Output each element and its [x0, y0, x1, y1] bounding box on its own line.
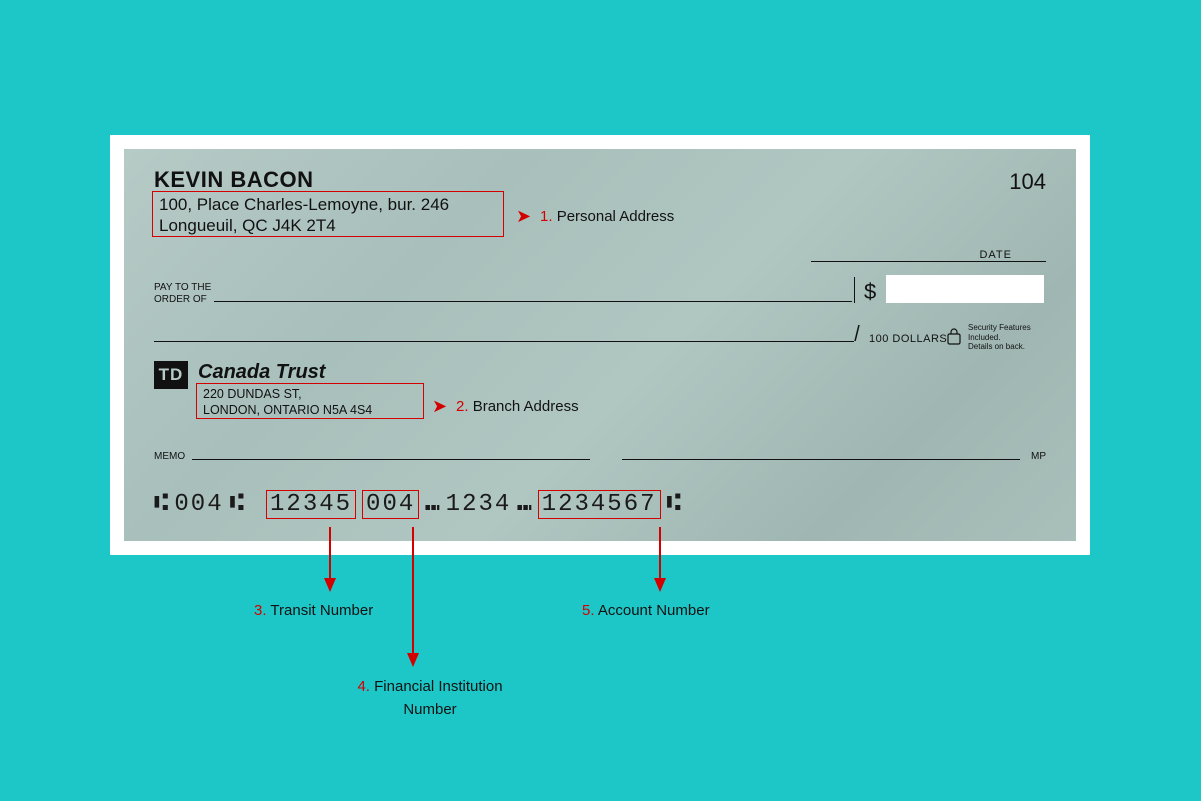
amount-box [886, 275, 1044, 303]
micr-symbol: ⑆ [230, 491, 244, 518]
micr-transit-box: 12345 [266, 490, 356, 519]
micr-mid: 1234 [446, 491, 512, 518]
micr-cheque-seq: 004 [174, 491, 223, 518]
amount-divider [854, 277, 855, 303]
micr-symbol: ⑉ [425, 491, 439, 518]
memo-line [192, 459, 590, 460]
personal-address-line1: 100, Place Charles-Lemoyne, bur. 246 [159, 194, 497, 215]
personal-address-box: 100, Place Charles-Lemoyne, bur. 246 Lon… [152, 191, 504, 237]
callout-institution-number: 4. Financial Institution Number [340, 678, 520, 718]
hundred-dollars-label: 100 DOLLARS [869, 333, 947, 345]
memo-label: MEMO [154, 451, 185, 462]
micr-line: ⑆004⑆ 12345 004 ⑉ 1234 ⑉ 1234567 ⑆ [154, 490, 681, 519]
mp-label: MP [1031, 451, 1046, 462]
lock-icon [946, 327, 962, 345]
branch-address-box: 220 DUNDAS ST, LONDON, ONTARIO N5A 4S4 [196, 383, 424, 419]
callout-transit-number: 3. Transit Number [254, 602, 373, 619]
arrowhead-icon: ➤ [516, 206, 531, 227]
td-logo-icon: TD [154, 361, 188, 389]
cheque-number: 104 [1009, 169, 1046, 195]
micr-symbol: ⑉ [517, 491, 531, 518]
callout-branch-address: 2. Branch Address [456, 398, 579, 415]
cheque-frame: KEVIN BACON 100, Place Charles-Lemoyne, … [110, 135, 1090, 555]
bank-name: Canada Trust [198, 361, 325, 384]
arrowhead-icon: ➤ [432, 396, 447, 417]
micr-symbol: ⑆ [154, 491, 168, 518]
branch-address-line1: 220 DUNDAS ST, [203, 386, 417, 402]
branch-address-line2: LONDON, ONTARIO N5A 4S4 [203, 402, 417, 418]
words-slash: / [854, 321, 860, 347]
pay-to-label: PAY TO THE ORDER OF [154, 282, 211, 306]
micr-account-box: 1234567 [538, 490, 661, 519]
date-line [811, 261, 1046, 262]
amount-words-line [154, 341, 854, 342]
pay-to-line [214, 301, 852, 302]
personal-address-line2: Longueuil, QC J4K 2T4 [159, 215, 497, 236]
callout-account-number: 5. Account Number [582, 602, 710, 619]
account-holder-name: KEVIN BACON [154, 167, 314, 193]
security-features-text: Security Features Included. Details on b… [968, 323, 1031, 352]
micr-symbol: ⑆ [667, 491, 681, 518]
dollar-sign: $ [864, 279, 876, 305]
signature-line [622, 459, 1020, 460]
callout-personal-address: 1. Personal Address [540, 208, 674, 225]
micr-institution-box: 004 [362, 490, 419, 519]
date-label: DATE [979, 249, 1012, 261]
